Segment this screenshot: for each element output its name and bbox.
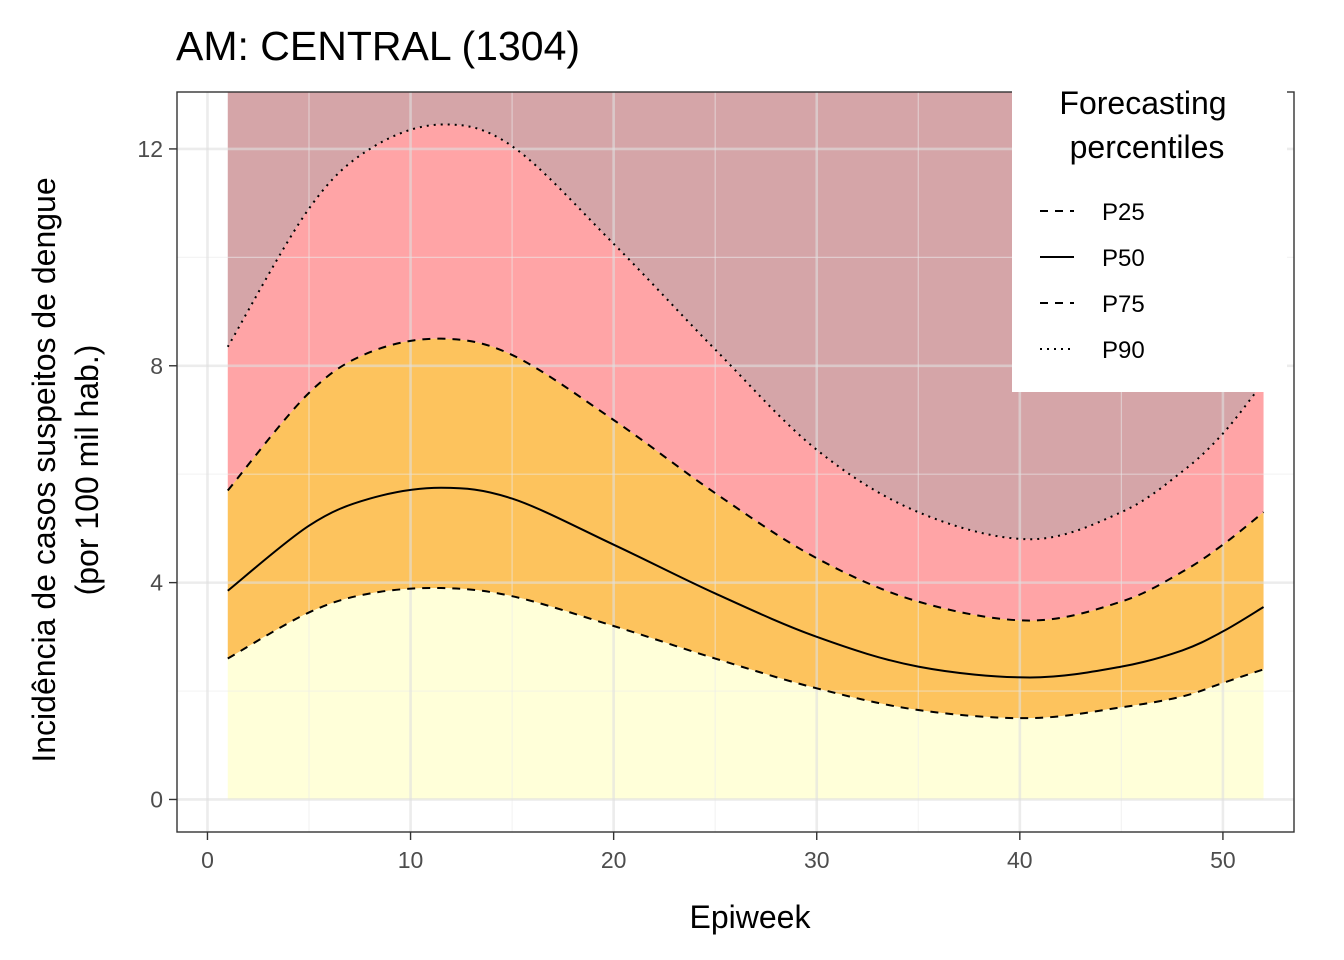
percentile-bands (227, 92, 1264, 800)
legend-title-line1: Forecasting (1059, 85, 1226, 121)
chart-title: AM: CENTRAL (1304) (176, 23, 580, 69)
band-p75-p90 (227, 124, 1264, 621)
band-below-p25 (227, 587, 1264, 800)
legend-title-line2: percentiles (1070, 129, 1225, 165)
y-tick-label: 12 (137, 136, 163, 162)
y-axis-title: Incidência de casos suspeitos de dengue … (26, 177, 105, 762)
legend-item-p75: P75 (1040, 291, 1145, 318)
percentile-lines (226, 123, 1265, 720)
x-axis-title: Epiweek (690, 899, 812, 935)
series-line-p75 (227, 337, 1265, 622)
legend-label-p25: P25 (1102, 199, 1145, 226)
axes: 0 10 20 30 40 50 0 4 8 12 (137, 136, 1235, 873)
band-p25-p75 (227, 338, 1264, 719)
x-tick-label: 50 (1210, 847, 1236, 873)
legend-item-p50: P50 (1040, 245, 1145, 272)
y-tick-label: 4 (150, 570, 163, 596)
y-tick-label: 8 (150, 353, 163, 379)
legend-item-p90: P90 (1040, 337, 1145, 364)
legend-background (1012, 80, 1287, 392)
x-tick-label: 20 (601, 847, 627, 873)
panel-border (176, 91, 1295, 833)
y-axis-title-line1: Incidência de casos suspeitos de dengue (26, 177, 62, 762)
legend-label-p50: P50 (1102, 245, 1145, 272)
legend-item-p25: P25 (1040, 199, 1145, 226)
legend-label-p75: P75 (1102, 291, 1145, 318)
grid-lines (177, 92, 1294, 832)
x-tick-label: 40 (1007, 847, 1033, 873)
series-line-p25 (227, 586, 1264, 720)
band-above-p90 (227, 92, 1264, 540)
y-axis-title-line2: (por 100 mil hab.) (69, 345, 105, 596)
legend-label-p90: P90 (1102, 337, 1145, 364)
x-tick-label: 10 (398, 847, 424, 873)
x-tick-label: 0 (201, 847, 214, 873)
legend-items: P25 P50 P75 P90 (1040, 199, 1145, 364)
series-line-p90 (226, 123, 1265, 541)
legend: Forecasting percentiles P25 P50 P75 P90 (1012, 80, 1287, 392)
x-tick-label: 30 (804, 847, 830, 873)
series-line-p50 (227, 486, 1265, 679)
y-tick-label: 0 (150, 786, 163, 812)
